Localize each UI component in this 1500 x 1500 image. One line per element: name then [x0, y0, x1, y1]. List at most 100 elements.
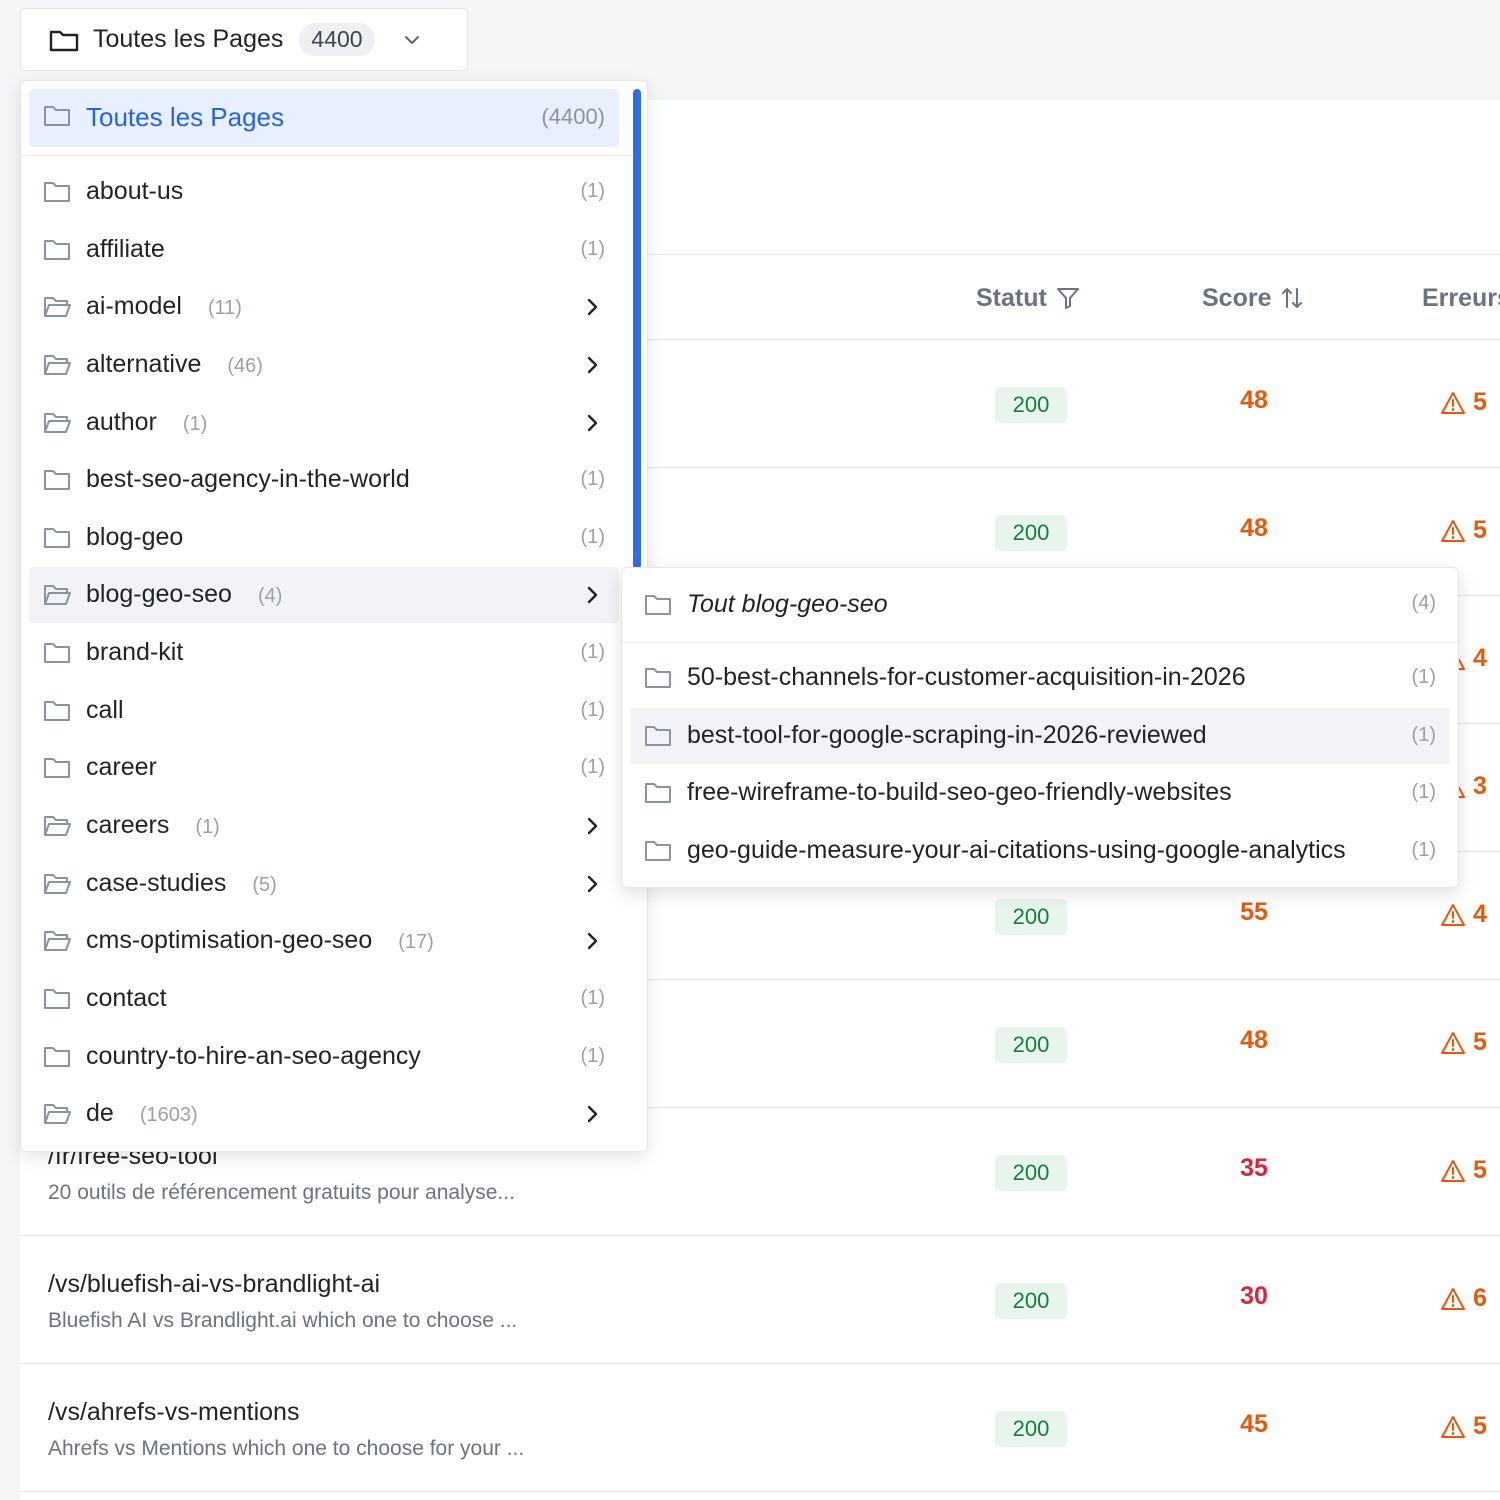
errors-count[interactable]: 5 — [1440, 1412, 1487, 1441]
folder-item-label: blog-geo-seo — [86, 580, 232, 608]
chevron-right-icon[interactable] — [581, 815, 603, 837]
folder-item-about-us[interactable]: about-us (1) — [29, 164, 619, 220]
errors-value: 5 — [1473, 1156, 1487, 1184]
folder-item-blog-geo[interactable]: blog-geo (1) — [29, 510, 619, 566]
folder-item-ai-model[interactable]: ai-model (11) — [29, 279, 619, 335]
status-badge: 200 — [995, 1411, 1067, 1447]
folder-item-count: (1) — [580, 987, 605, 1009]
score-value: 48 — [1240, 386, 1268, 414]
errors-value: 6 — [1473, 1284, 1487, 1312]
errors-count[interactable]: 6 — [1440, 1284, 1487, 1313]
chevron-right-icon[interactable] — [581, 296, 603, 318]
sort-icon[interactable] — [1279, 285, 1305, 311]
column-header-erreurs[interactable]: Erreurs — [1422, 255, 1500, 341]
errors-count[interactable]: 5 — [1440, 1028, 1487, 1057]
status-badge: 200 — [995, 1283, 1067, 1319]
table-row[interactable]: /vs/ahrefs-vs-mentions Ahrefs vs Mention… — [20, 1364, 1500, 1492]
submenu-item-count: (1) — [1411, 839, 1436, 861]
column-header-statut[interactable]: Statut — [976, 255, 1081, 341]
folder-item-blog-geo-seo[interactable]: blog-geo-seo (4) — [29, 567, 619, 623]
submenu-item[interactable]: free-wireframe-to-build-seo-geo-friendly… — [630, 765, 1450, 821]
filter-label: Toutes les Pages — [93, 25, 284, 53]
folder-item-cms-optimisation-geo-seo[interactable]: cms-optimisation-geo-seo (17) — [29, 913, 619, 969]
folder-item-brand-kit[interactable]: brand-kit (1) — [29, 625, 619, 681]
folder-item-label-wrap: author (1) — [86, 408, 207, 437]
folder-item-career[interactable]: career (1) — [29, 740, 619, 796]
table-row[interactable]: 200 55 4 — [20, 852, 1500, 980]
folder-item-contact[interactable]: contact (1) — [29, 971, 619, 1027]
folder-open-icon — [43, 353, 71, 377]
folder-item-careers[interactable]: careers (1) — [29, 798, 619, 854]
submenu-item[interactable]: best-tool-for-google-scraping-in-2026-re… — [630, 708, 1450, 764]
row-path[interactable]: /vs/bluefish-ai-vs-brandlight-ai — [48, 1270, 381, 1298]
score-value: 48 — [1240, 514, 1268, 542]
folder-item-label: de — [86, 1099, 114, 1127]
chevron-right-icon[interactable] — [581, 930, 603, 952]
folder-item-label-wrap: ai-model (11) — [86, 292, 242, 321]
folder-item-label: career — [86, 753, 157, 781]
chevron-right-icon[interactable] — [581, 873, 603, 895]
folder-item-count: (1) — [580, 180, 605, 202]
folder-item-alternative[interactable]: alternative (46) — [29, 337, 619, 393]
column-label-statut: Statut — [976, 283, 1047, 312]
folder-item-count: (1) — [580, 468, 605, 490]
folder-open-icon — [43, 929, 71, 953]
table-row[interactable]: 200 48 5 — [20, 340, 1500, 468]
submenu-item-label: geo-guide-measure-your-ai-citations-usin… — [687, 836, 1346, 864]
folder-item-count: (5) — [252, 874, 277, 896]
folder-open-icon — [43, 295, 71, 319]
row-description: Ahrefs vs Mentions which one to choose f… — [48, 1437, 525, 1460]
folder-icon — [644, 839, 672, 863]
chevron-down-icon[interactable] — [401, 29, 423, 51]
folder-item-count: (1) — [182, 413, 208, 435]
table-row[interactable]: 200 48 5 — [20, 980, 1500, 1108]
score-value: 30 — [1240, 1282, 1268, 1310]
dropdown-item-all-pages[interactable]: Toutes les Pages (4400) — [29, 89, 619, 147]
folder-item-de[interactable]: de (1603) — [29, 1086, 619, 1142]
submenu-item-all-blog-geo-seo[interactable]: Tout blog-geo-seo (4) — [630, 576, 1450, 634]
folder-item-label-wrap: careers (1) — [86, 811, 220, 840]
folder-item-label: alternative — [86, 350, 202, 378]
folder-item-author[interactable]: author (1) — [29, 395, 619, 451]
submenu-item[interactable]: 50-best-channels-for-customer-acquisitio… — [630, 650, 1450, 706]
column-header-score[interactable]: Score — [1202, 255, 1305, 341]
warning-icon — [1440, 390, 1466, 416]
errors-value: 4 — [1473, 900, 1487, 928]
row-path[interactable]: /vs/ahrefs-vs-mentions — [48, 1398, 300, 1426]
dropdown-scrollbar[interactable] — [633, 89, 641, 569]
folder-icon — [43, 526, 71, 550]
submenu-item[interactable]: geo-guide-measure-your-ai-citations-usin… — [630, 823, 1450, 879]
folder-item-label: blog-geo — [86, 523, 184, 551]
errors-value: 3 — [1473, 772, 1487, 800]
errors-count[interactable]: 5 — [1440, 516, 1487, 545]
folder-item-count: (4) — [257, 585, 283, 607]
errors-count[interactable]: 5 — [1440, 1156, 1487, 1185]
folder-filter-trigger[interactable]: Toutes les Pages 4400 — [20, 8, 468, 71]
chevron-right-icon[interactable] — [581, 1103, 603, 1125]
folder-item-count: (1603) — [139, 1104, 198, 1126]
folder-open-icon — [43, 814, 71, 838]
errors-count[interactable]: 5 — [1440, 388, 1487, 417]
folder-item-case-studies[interactable]: case-studies (5) — [29, 856, 619, 912]
errors-count[interactable]: 4 — [1440, 900, 1487, 929]
folder-item-count: (1) — [580, 641, 605, 663]
folder-icon — [644, 593, 672, 617]
table-row[interactable]: /vs/bluefish-ai-vs-brandlight-ai Bluefis… — [20, 1236, 1500, 1364]
submenu-item-label: 50-best-channels-for-customer-acquisitio… — [687, 663, 1246, 691]
folder-item-label-wrap: de (1603) — [86, 1099, 198, 1128]
score-value: 35 — [1240, 1154, 1268, 1182]
folder-item-label-wrap: case-studies (5) — [86, 869, 277, 898]
chevron-right-icon[interactable] — [581, 584, 603, 606]
chevron-right-icon[interactable] — [581, 412, 603, 434]
folder-item-affiliate[interactable]: affiliate (1) — [29, 222, 619, 278]
folder-item-best-seo-agency-in-the-world[interactable]: best-seo-agency-in-the-world (1) — [29, 452, 619, 508]
folder-item-country-to-hire-an-seo-agency[interactable]: country-to-hire-an-seo-agency (1) — [29, 1029, 619, 1085]
folder-icon — [43, 987, 71, 1011]
chevron-right-icon[interactable] — [581, 354, 603, 376]
folder-item-call[interactable]: call (1) — [29, 683, 619, 739]
blog-geo-seo-submenu: Tout blog-geo-seo (4) 50-best-channels-f… — [621, 567, 1459, 888]
errors-value: 5 — [1473, 1028, 1487, 1056]
dropdown-divider — [21, 155, 633, 156]
filter-icon[interactable] — [1055, 285, 1081, 311]
folder-item-label: ai-model — [86, 292, 182, 320]
